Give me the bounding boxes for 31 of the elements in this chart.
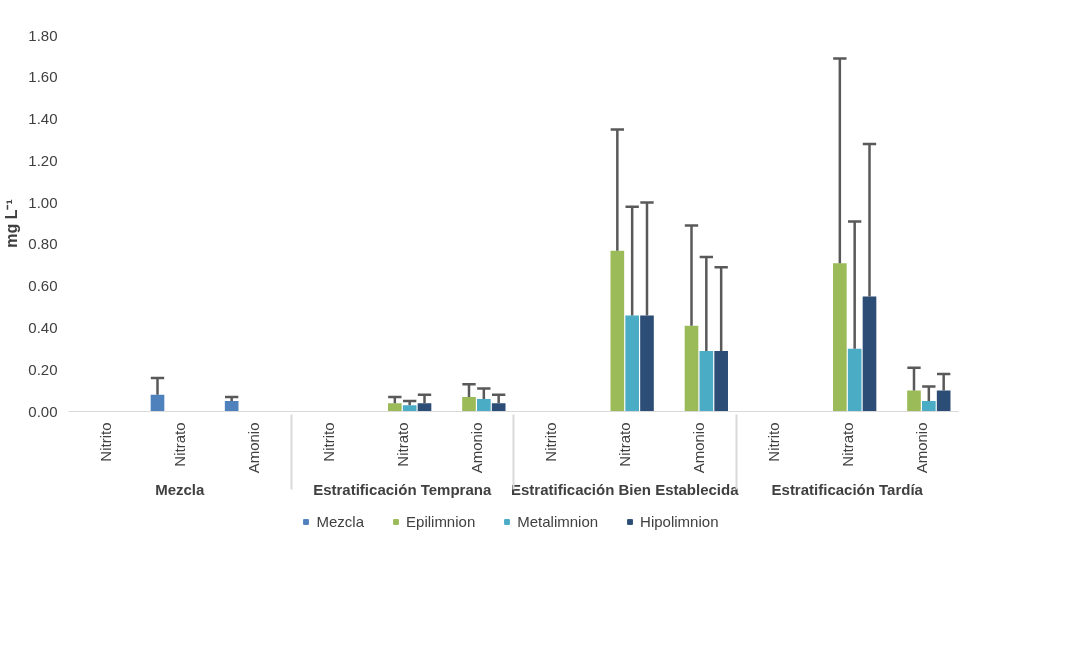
legend-label: Mezcla <box>316 512 365 530</box>
y-tick-label: 1.00 <box>28 193 58 211</box>
x-tick-label: Nitrato <box>393 422 411 467</box>
x-tick-label: Nitrato <box>616 422 634 467</box>
text: Mezcla <box>155 481 205 499</box>
text: Estratificación Temprana <box>313 481 492 499</box>
y-tick-label: 0.20 <box>28 360 58 378</box>
y-tick-label: 0.60 <box>28 277 58 295</box>
y-tick-label: 1.20 <box>28 151 58 169</box>
legend-label: Metalimnion <box>517 512 599 530</box>
y-tick-label: 0.80 <box>28 235 58 253</box>
y-tick-label: 0.40 <box>28 318 58 336</box>
text: Estratificación Tardía <box>771 481 924 499</box>
x-tick-label: Nitrito <box>97 422 115 462</box>
x-tick-label: Amonio <box>245 422 263 474</box>
y-tick-label: 1.80 <box>28 26 58 44</box>
x-tick-label: Amonio <box>690 422 708 474</box>
x-tick-label: Nitrito <box>542 422 560 462</box>
x-tick-label: Amonio <box>912 422 930 474</box>
x-tick-label: Amonio <box>467 422 485 474</box>
x-tick-label: Nitrato <box>171 422 189 467</box>
y-tick-label: 0.00 <box>28 402 58 420</box>
y-axis-title: mg L⁻¹ <box>3 199 21 248</box>
legend-label: Epilimnion <box>406 512 476 530</box>
text: Estratificación Bien Establecida <box>510 481 740 499</box>
x-tick-label: Nitrito <box>319 422 337 462</box>
legend-label: Hipolimnion <box>640 512 719 530</box>
y-tick-label: 1.40 <box>28 110 58 128</box>
x-tick-label: Nitrito <box>764 422 782 462</box>
y-tick-label: 1.60 <box>28 68 58 86</box>
x-tick-label: Nitrato <box>838 422 856 467</box>
